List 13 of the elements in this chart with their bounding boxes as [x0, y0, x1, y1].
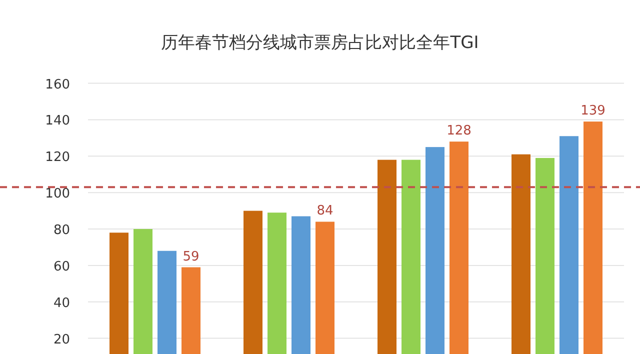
y-tick-label: 40 — [53, 296, 70, 311]
y-tick-label: 140 — [45, 114, 70, 129]
data-label: 128 — [446, 124, 472, 139]
data-label: 139 — [580, 104, 606, 119]
y-tick-label: 20 — [53, 332, 70, 348]
chart-title: 历年春节档分线城市票房占比对比全年TGI — [161, 33, 479, 53]
y-tick-label: 160 — [45, 77, 70, 92]
y-tick-label: 80 — [53, 223, 70, 238]
data-label: 84 — [316, 204, 334, 219]
y-tick-label: 100 — [45, 186, 70, 202]
y-tick-label: 120 — [45, 150, 70, 166]
y-tick-label: 60 — [53, 259, 70, 274]
data-label: 59 — [182, 249, 200, 264]
